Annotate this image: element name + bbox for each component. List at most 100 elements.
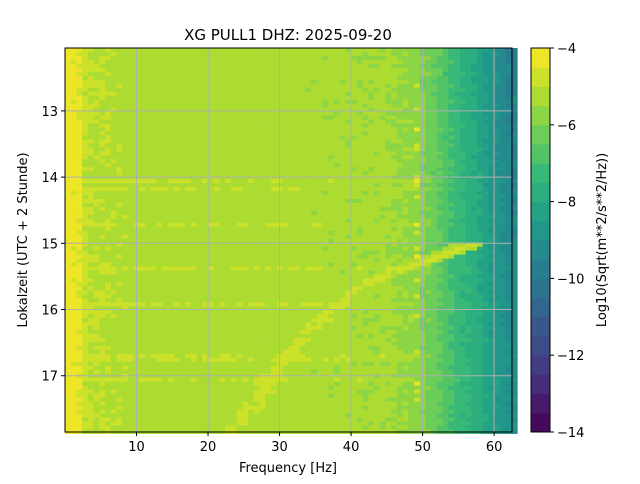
heatmap-cell bbox=[65, 167, 72, 172]
heatmap-cell bbox=[305, 135, 312, 140]
heatmap-cell bbox=[202, 286, 209, 291]
heatmap-cell bbox=[385, 290, 392, 295]
heatmap-cell bbox=[385, 250, 392, 256]
heatmap-cell bbox=[105, 226, 112, 232]
heatmap-cell bbox=[402, 163, 409, 168]
heatmap-cell bbox=[339, 115, 346, 121]
heatmap-cell bbox=[93, 187, 100, 192]
heatmap-cell bbox=[431, 206, 438, 212]
heatmap-cell bbox=[396, 278, 404, 283]
heatmap-cell bbox=[436, 214, 444, 220]
heatmap-cell bbox=[127, 107, 135, 113]
heatmap-cell bbox=[305, 183, 312, 188]
heatmap-cell bbox=[362, 159, 369, 164]
heatmap-cell bbox=[196, 87, 203, 93]
heatmap-cell bbox=[185, 282, 192, 287]
heatmap-cell bbox=[110, 191, 118, 196]
heatmap-cell bbox=[499, 55, 507, 61]
heatmap-cell bbox=[448, 238, 455, 244]
heatmap-cell bbox=[345, 99, 352, 105]
heatmap-cell bbox=[173, 103, 181, 109]
heatmap-cell bbox=[70, 71, 78, 77]
heatmap-cell bbox=[127, 159, 135, 164]
heatmap-cell bbox=[70, 171, 78, 176]
heatmap-cell bbox=[494, 51, 501, 57]
heatmap-cell bbox=[356, 107, 364, 113]
heatmap-cell bbox=[476, 163, 484, 168]
heatmap-cell bbox=[396, 163, 404, 168]
heatmap-cell bbox=[299, 290, 306, 295]
heatmap-cell bbox=[396, 147, 404, 152]
heatmap-cell bbox=[511, 254, 518, 260]
heatmap-cell bbox=[391, 198, 398, 204]
heatmap-cell bbox=[333, 67, 341, 73]
heatmap-cell bbox=[253, 139, 261, 144]
heatmap-cell bbox=[179, 183, 186, 188]
heatmap-cell bbox=[230, 187, 238, 192]
heatmap-cell bbox=[110, 246, 118, 252]
heatmap-cell bbox=[116, 183, 123, 188]
heatmap-cell bbox=[219, 167, 226, 172]
heatmap-cell bbox=[105, 123, 112, 129]
heatmap-cell bbox=[93, 198, 100, 204]
heatmap-cell bbox=[282, 123, 289, 129]
heatmap-cell bbox=[339, 206, 346, 212]
heatmap-cell bbox=[356, 155, 364, 160]
heatmap-cell bbox=[316, 151, 324, 156]
heatmap-cell bbox=[190, 59, 198, 65]
heatmap-cell bbox=[396, 222, 404, 228]
heatmap-cell bbox=[448, 282, 455, 287]
heatmap-cell bbox=[162, 258, 169, 264]
heatmap-cell bbox=[230, 55, 238, 61]
heatmap-cell bbox=[396, 210, 404, 216]
heatmap-cell bbox=[225, 210, 232, 216]
heatmap-cell bbox=[511, 63, 518, 69]
heatmap-cell bbox=[236, 155, 243, 160]
heatmap-cell bbox=[459, 131, 467, 136]
heatmap-cell bbox=[110, 183, 118, 188]
heatmap-cell bbox=[431, 71, 438, 77]
heatmap-cell bbox=[162, 191, 169, 196]
heatmap-cell bbox=[402, 230, 409, 236]
heatmap-cell bbox=[396, 242, 404, 248]
heatmap-cell bbox=[305, 155, 312, 160]
heatmap-cell bbox=[356, 242, 364, 248]
heatmap-cell bbox=[471, 226, 478, 232]
heatmap-cell bbox=[442, 99, 449, 105]
heatmap-cell bbox=[339, 270, 346, 276]
heatmap-cell bbox=[431, 143, 438, 148]
heatmap-cell bbox=[379, 206, 387, 212]
heatmap-cell bbox=[305, 226, 312, 232]
heatmap-cell bbox=[270, 99, 278, 105]
heatmap-cell bbox=[105, 139, 112, 144]
heatmap-cell bbox=[356, 151, 364, 156]
heatmap-cell bbox=[145, 262, 152, 268]
heatmap-cell bbox=[213, 226, 221, 232]
heatmap-cell bbox=[459, 222, 467, 228]
heatmap-cell bbox=[345, 222, 352, 228]
heatmap-cell bbox=[511, 294, 518, 299]
heatmap-cell bbox=[236, 123, 243, 129]
heatmap-cell bbox=[511, 262, 518, 268]
heatmap-cell bbox=[282, 107, 289, 113]
heatmap-cell bbox=[459, 103, 467, 109]
heatmap-cell bbox=[385, 107, 392, 113]
heatmap-cell bbox=[93, 250, 100, 256]
heatmap-cell bbox=[196, 290, 203, 295]
heatmap-cell bbox=[316, 159, 324, 164]
heatmap-cell bbox=[127, 194, 135, 200]
heatmap-cell bbox=[362, 183, 369, 188]
heatmap-cell bbox=[345, 210, 352, 216]
heatmap-cell bbox=[465, 167, 472, 172]
heatmap-cell bbox=[345, 151, 352, 156]
heatmap-cell bbox=[288, 79, 295, 85]
heatmap-cell bbox=[139, 79, 146, 85]
heatmap-cell bbox=[425, 290, 432, 295]
heatmap-cell bbox=[196, 171, 203, 176]
heatmap-cell bbox=[202, 167, 209, 172]
heatmap-cell bbox=[482, 155, 489, 160]
heatmap-cell bbox=[379, 242, 387, 248]
heatmap-cell bbox=[333, 282, 341, 287]
heatmap-cell bbox=[339, 83, 346, 89]
heatmap-cell bbox=[208, 143, 215, 148]
